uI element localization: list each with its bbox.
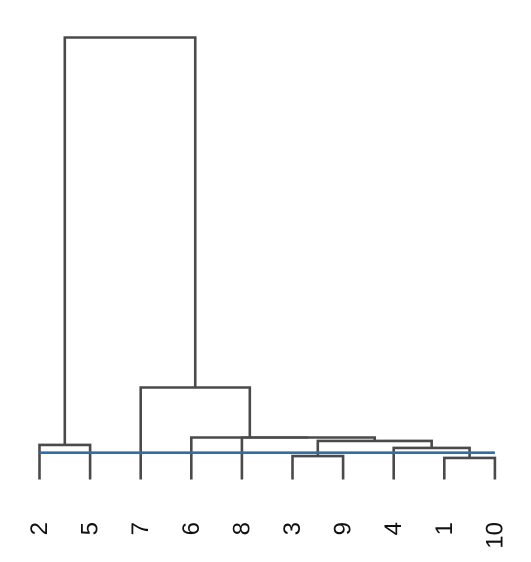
leaf-label-2: 2	[26, 522, 53, 535]
leaf-label-7: 7	[127, 522, 154, 535]
branch-7-m7	[139, 386, 252, 480]
branch-1-10	[443, 456, 497, 480]
branch-m4-m8	[63, 36, 197, 445]
leaf-label-8: 8	[228, 522, 255, 535]
branch-8-m5	[240, 436, 377, 480]
leaf-label-1: 1	[431, 522, 458, 535]
leaf-label-6: 6	[178, 522, 205, 535]
leaf-label-9: 9	[330, 522, 357, 535]
leaf-label-4: 4	[380, 522, 407, 535]
branch-2-5	[38, 443, 92, 480]
leaf-label-3: 3	[279, 522, 306, 535]
branch-3-9	[291, 454, 345, 480]
leaf-labels: 2 5 7 6 8 3 9 4 1 10	[26, 522, 508, 549]
leaf-label-5: 5	[77, 522, 104, 535]
branches	[38, 36, 497, 480]
branch-6-m6	[190, 436, 309, 480]
leaf-label-10: 10	[481, 522, 508, 549]
